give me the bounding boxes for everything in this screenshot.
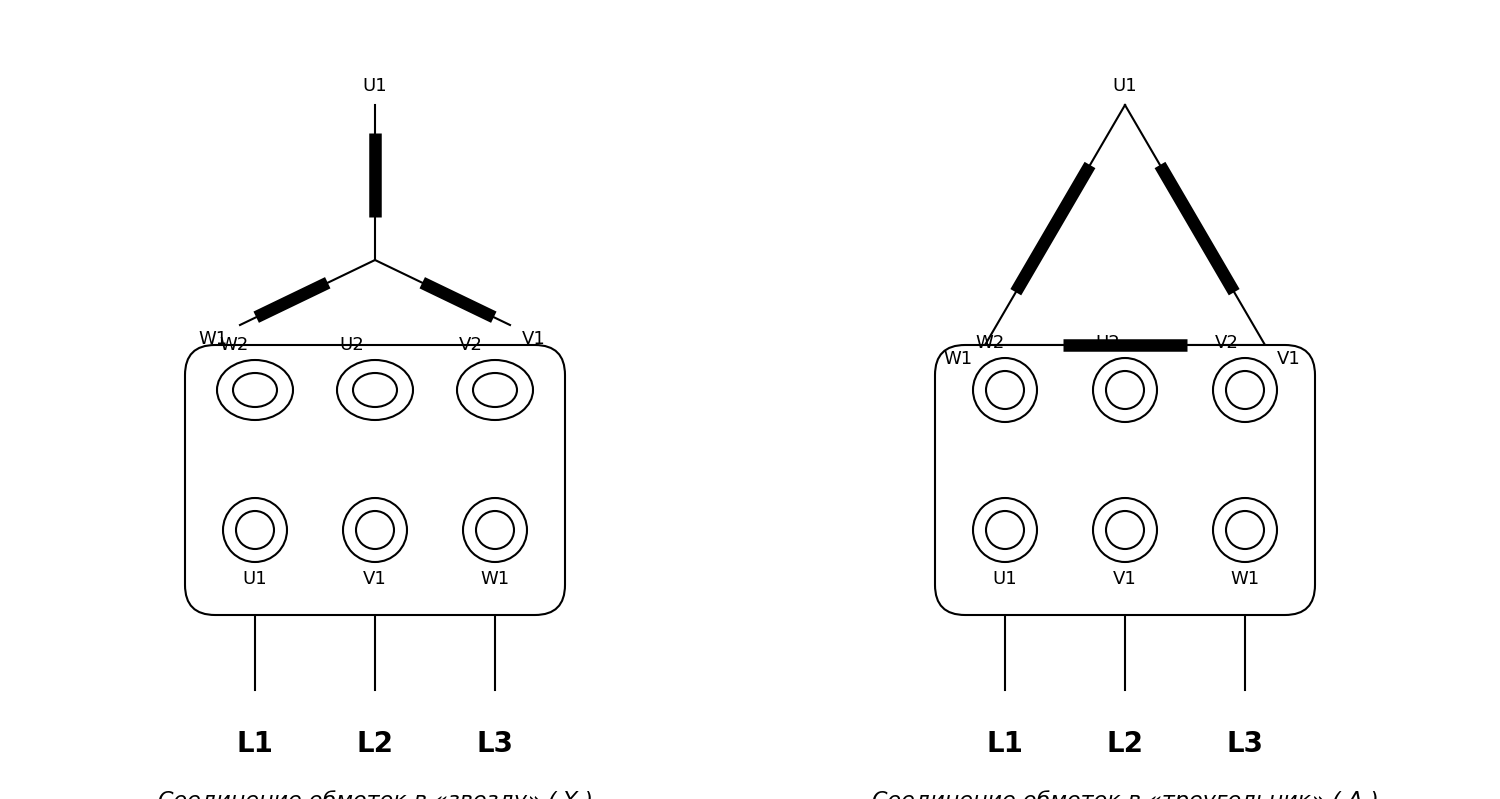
Ellipse shape <box>217 360 292 420</box>
Ellipse shape <box>472 373 518 407</box>
Text: U1: U1 <box>993 570 1017 588</box>
Ellipse shape <box>356 511 395 549</box>
Ellipse shape <box>1094 498 1156 562</box>
Ellipse shape <box>1214 498 1276 562</box>
Ellipse shape <box>1106 511 1144 549</box>
Ellipse shape <box>224 498 286 562</box>
Ellipse shape <box>344 498 406 562</box>
Text: L3: L3 <box>1227 730 1263 758</box>
Text: W1: W1 <box>200 330 228 348</box>
Ellipse shape <box>974 358 1036 422</box>
Text: U1: U1 <box>363 77 387 95</box>
Text: U1: U1 <box>243 570 267 588</box>
Ellipse shape <box>338 360 412 420</box>
Text: L3: L3 <box>477 730 513 758</box>
Ellipse shape <box>1214 358 1276 422</box>
Ellipse shape <box>352 373 398 407</box>
FancyBboxPatch shape <box>934 345 1316 615</box>
Ellipse shape <box>464 498 526 562</box>
Text: W1: W1 <box>480 570 510 588</box>
Text: L2: L2 <box>1107 730 1143 758</box>
Ellipse shape <box>1094 358 1156 422</box>
Text: V1: V1 <box>363 570 387 588</box>
Ellipse shape <box>232 373 278 407</box>
Text: L2: L2 <box>357 730 393 758</box>
Text: V1: V1 <box>522 330 546 348</box>
Ellipse shape <box>974 498 1036 562</box>
FancyBboxPatch shape <box>184 345 566 615</box>
Text: L1: L1 <box>987 730 1023 758</box>
Ellipse shape <box>1106 371 1144 409</box>
Text: W1: W1 <box>944 350 974 368</box>
Text: U1: U1 <box>1113 77 1137 95</box>
Ellipse shape <box>1226 511 1264 549</box>
Text: W2: W2 <box>975 334 1005 352</box>
Ellipse shape <box>1226 371 1264 409</box>
Text: Соединение обмоток в «звезду» ( Y ): Соединение обмоток в «звезду» ( Y ) <box>158 790 592 799</box>
Text: W1: W1 <box>1230 570 1260 588</box>
Text: U2: U2 <box>339 336 363 354</box>
Ellipse shape <box>476 511 514 549</box>
Ellipse shape <box>986 371 1024 409</box>
Text: W2: W2 <box>219 336 249 354</box>
Text: Соединение обмоток в «треугольник» ( Δ ): Соединение обмоток в «треугольник» ( Δ ) <box>871 790 1378 799</box>
Text: L1: L1 <box>237 730 273 758</box>
Text: V2: V2 <box>459 336 483 354</box>
Ellipse shape <box>986 511 1024 549</box>
Text: U2: U2 <box>1095 334 1119 352</box>
Ellipse shape <box>236 511 274 549</box>
Text: V2: V2 <box>1215 334 1239 352</box>
Text: V1: V1 <box>1113 570 1137 588</box>
Ellipse shape <box>458 360 532 420</box>
Text: V1: V1 <box>1276 350 1300 368</box>
